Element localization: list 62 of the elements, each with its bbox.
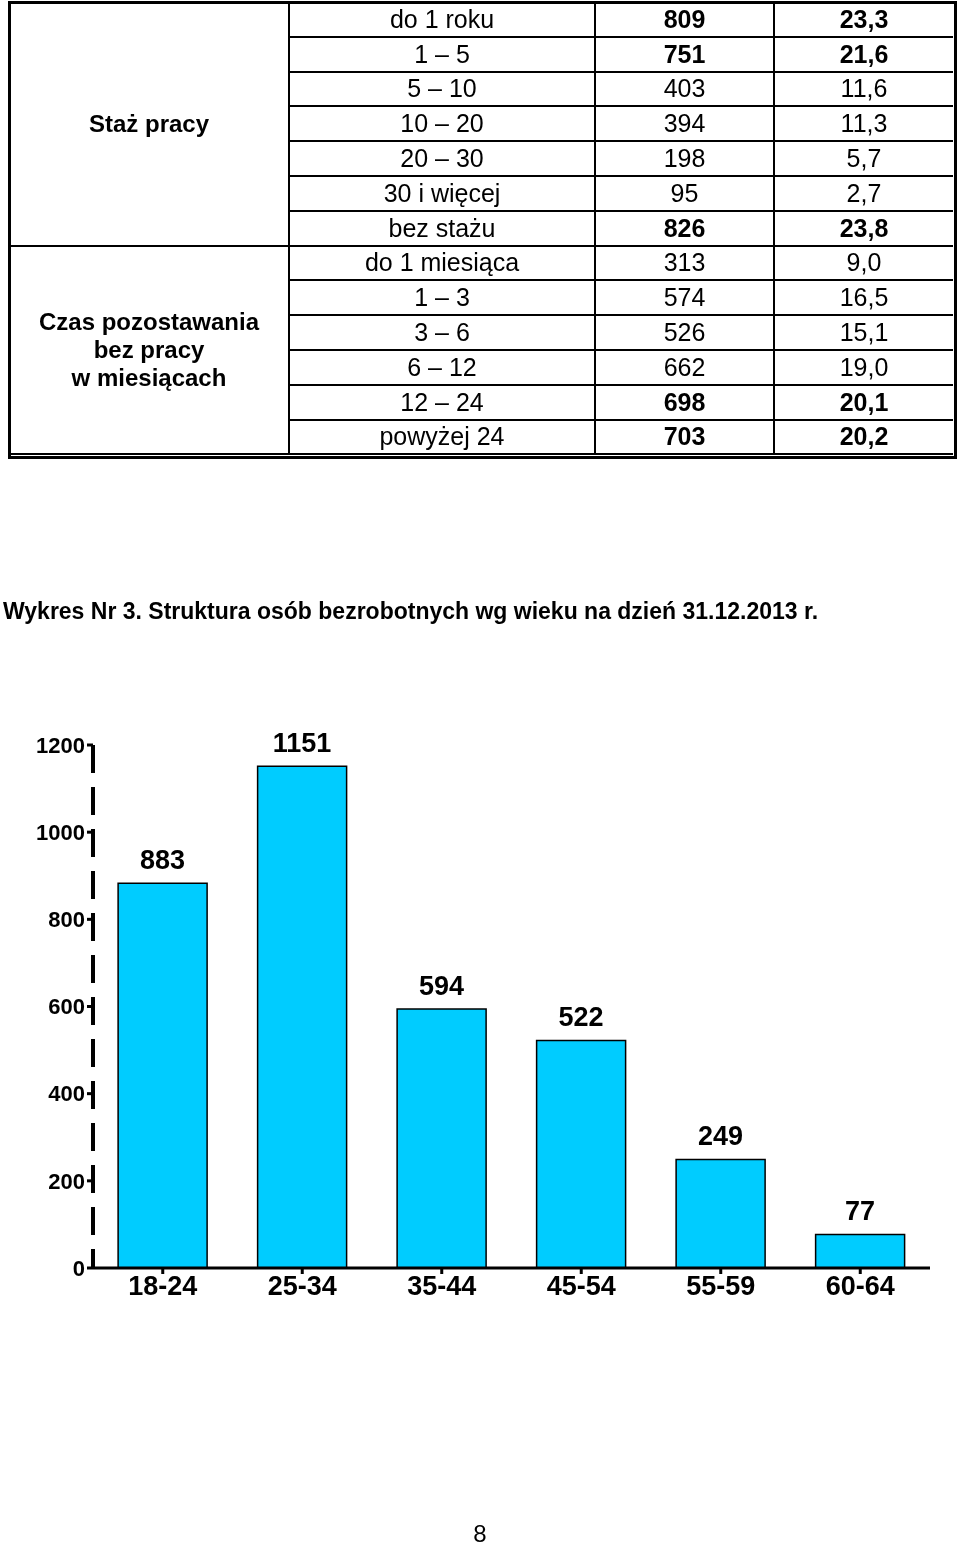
y-tick-label: 0: [72, 1255, 85, 1281]
data-label: 403: [663, 74, 706, 104]
category-label: 6 – 12: [407, 352, 477, 382]
category-label: 3 – 6: [414, 318, 470, 348]
data-label: 23,3: [839, 4, 889, 34]
data-label: 11,6: [840, 74, 888, 104]
data-label: 15,1: [839, 318, 889, 348]
data-label: 249: [698, 1121, 744, 1152]
category-label: 20 – 30: [400, 144, 484, 174]
data-label: 809: [663, 4, 706, 34]
data-label: 574: [663, 283, 706, 313]
data-label: 703: [663, 422, 706, 452]
category-label: 5 – 10: [407, 74, 477, 104]
y-tick-label: 400: [48, 1081, 85, 1107]
data-label: 19,0: [839, 352, 889, 382]
category-label: 12 – 24: [400, 387, 484, 417]
x-tick-label: 60-64: [825, 1271, 895, 1302]
chart-title: Wykres Nr 3. Struktura osób bezrobotnych wg wieku na dzień 31.12.2013 r.: [3, 598, 819, 625]
category-label: do 1 roku: [389, 4, 495, 34]
category-label: powyżej 24: [379, 422, 505, 452]
data-label: 77: [845, 1196, 876, 1227]
data-label: 11,3: [840, 109, 888, 139]
data-label: 698: [663, 387, 706, 417]
y-tick-label: 600: [48, 994, 85, 1020]
x-tick-label: 18-24: [128, 1271, 198, 1302]
data-label: 2,7: [846, 178, 882, 208]
data-label: 826: [663, 213, 706, 243]
x-tick-label: 25-34: [267, 1271, 337, 1302]
text: Staż pracy: [88, 109, 210, 138]
data-label: 1151: [272, 728, 332, 759]
data-label: 522: [558, 1002, 604, 1033]
category-label: 30 i więcej: [383, 178, 501, 208]
data-label: 394: [663, 109, 706, 139]
y-tick-label: 1000: [36, 819, 85, 845]
data-label: 198: [663, 144, 706, 174]
y-tick-label: 1200: [36, 732, 85, 758]
data-label: 95: [670, 178, 699, 208]
data-label: 16,5: [839, 283, 889, 313]
data-label: 662: [663, 352, 706, 382]
data-label: 21,6: [839, 39, 889, 69]
data-label: 883: [140, 845, 186, 876]
x-tick-label: 55-59: [686, 1271, 756, 1302]
y-tick-label: 800: [48, 907, 85, 933]
data-label: 526: [663, 318, 706, 348]
text: Czas pozostawania bez pracy w miesiącach: [38, 307, 260, 392]
data-label: 20,1: [839, 387, 889, 417]
category-label: 10 – 20: [400, 109, 484, 139]
data-label: 20,2: [839, 422, 889, 452]
category-label: bez stażu: [388, 213, 496, 243]
y-tick-label: 200: [48, 1168, 85, 1194]
x-tick-label: 35-44: [407, 1271, 477, 1302]
category-label: 1 – 5: [414, 39, 470, 69]
x-tick-label: 45-54: [546, 1271, 616, 1302]
data-label: 594: [419, 971, 465, 1002]
category-label: 1 – 3: [414, 283, 470, 313]
data-label: 751: [663, 39, 706, 69]
data-label: 313: [663, 248, 706, 278]
data-label: 9,0: [846, 248, 882, 278]
text: 8: [472, 1520, 488, 1546]
data-label: 5,7: [846, 144, 882, 174]
category-label: do 1 miesiąca: [364, 248, 520, 278]
data-label: 23,8: [839, 213, 889, 243]
